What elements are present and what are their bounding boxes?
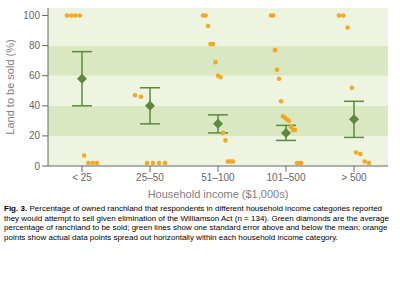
svg-text:> 500: > 500 — [341, 172, 367, 183]
html-text:Fig. 3. Percentage of owned ra: Fig. 3. Percentage of owned ranchland th… — [4, 204, 389, 242]
svg-text:Land to be sold (%): Land to be sold (%) — [8, 39, 16, 134]
svg-text:20: 20 — [29, 130, 41, 141]
svg-text:< 25: < 25 — [72, 172, 92, 183]
svg-text:25–50: 25–50 — [136, 172, 164, 183]
svg-text:60: 60 — [29, 70, 41, 81]
svg-text:0: 0 — [34, 161, 40, 172]
svg-text:40: 40 — [29, 100, 41, 111]
svg-text:100: 100 — [23, 10, 40, 21]
svg-text:80: 80 — [29, 40, 41, 51]
svg-text:Household income ($1,000s): Household income ($1,000s) — [148, 188, 289, 200]
svg-text:51–100: 51–100 — [201, 172, 235, 183]
svg-text:101–500: 101–500 — [267, 172, 306, 183]
